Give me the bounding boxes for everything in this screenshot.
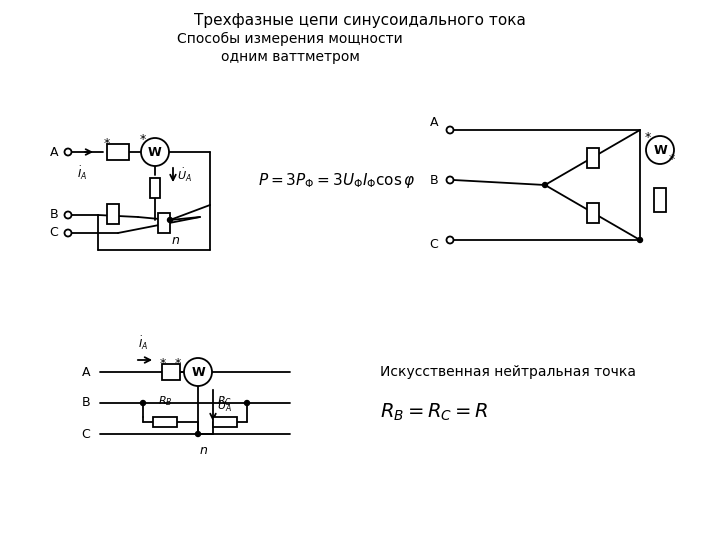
Circle shape: [184, 358, 212, 386]
Bar: [150, 178, 160, 198]
Text: A: A: [430, 116, 438, 129]
Text: *: *: [104, 137, 110, 150]
Circle shape: [168, 218, 173, 222]
Text: $\dot{U}_A$: $\dot{U}_A$: [217, 397, 232, 414]
Text: *: *: [140, 133, 146, 146]
Circle shape: [446, 237, 454, 244]
Circle shape: [446, 177, 454, 184]
Bar: [153, 416, 177, 427]
Circle shape: [245, 401, 250, 406]
Circle shape: [637, 238, 642, 242]
Text: $R_B = R_C = R$: $R_B = R_C = R$: [380, 401, 489, 423]
Text: Искусственная нейтральная точка: Искусственная нейтральная точка: [380, 365, 636, 379]
Circle shape: [446, 126, 454, 133]
Text: W: W: [653, 144, 667, 157]
Circle shape: [646, 136, 674, 164]
Bar: [107, 144, 129, 160]
Text: $R_B$: $R_B$: [158, 395, 172, 408]
Bar: [158, 213, 170, 233]
Text: W: W: [191, 366, 205, 379]
Text: Трехфазные цепи синусоидального тока: Трехфазные цепи синусоидального тока: [194, 13, 526, 28]
Text: $\dot{U}_A$: $\dot{U}_A$: [177, 166, 192, 184]
Text: B: B: [50, 208, 58, 221]
Bar: [587, 147, 598, 167]
Text: *: *: [645, 132, 651, 145]
Text: $P = 3P_{\Phi} = 3U_{\Phi}I_{\Phi}\cos\varphi$: $P = 3P_{\Phi} = 3U_{\Phi}I_{\Phi}\cos\v…: [258, 171, 415, 190]
Text: B: B: [81, 396, 90, 409]
Circle shape: [542, 183, 547, 187]
Text: W: W: [148, 145, 162, 159]
Text: *: *: [175, 356, 181, 369]
Circle shape: [141, 138, 169, 166]
Text: $R_C$: $R_C$: [217, 395, 233, 408]
Text: n: n: [172, 234, 180, 247]
Bar: [654, 188, 666, 212]
Text: *: *: [669, 153, 675, 166]
Bar: [587, 202, 598, 222]
Text: A: A: [50, 145, 58, 159]
Bar: [162, 364, 180, 380]
Circle shape: [65, 212, 71, 219]
Text: C: C: [81, 428, 90, 441]
Text: Способы измерения мощности
одним ваттметром: Способы измерения мощности одним ваттмет…: [177, 32, 403, 64]
Circle shape: [65, 230, 71, 237]
Circle shape: [196, 431, 200, 436]
Text: $\dot{I}_A$: $\dot{I}_A$: [138, 335, 148, 352]
Text: $\dot{I}_A$: $\dot{I}_A$: [77, 165, 87, 182]
Bar: [107, 204, 119, 224]
Circle shape: [65, 148, 71, 156]
Bar: [213, 416, 237, 427]
Text: A: A: [81, 366, 90, 379]
Text: C: C: [49, 226, 58, 240]
Text: *: *: [160, 356, 166, 369]
Text: C: C: [429, 239, 438, 252]
Text: B: B: [429, 173, 438, 186]
Circle shape: [140, 401, 145, 406]
Text: n: n: [200, 444, 208, 457]
